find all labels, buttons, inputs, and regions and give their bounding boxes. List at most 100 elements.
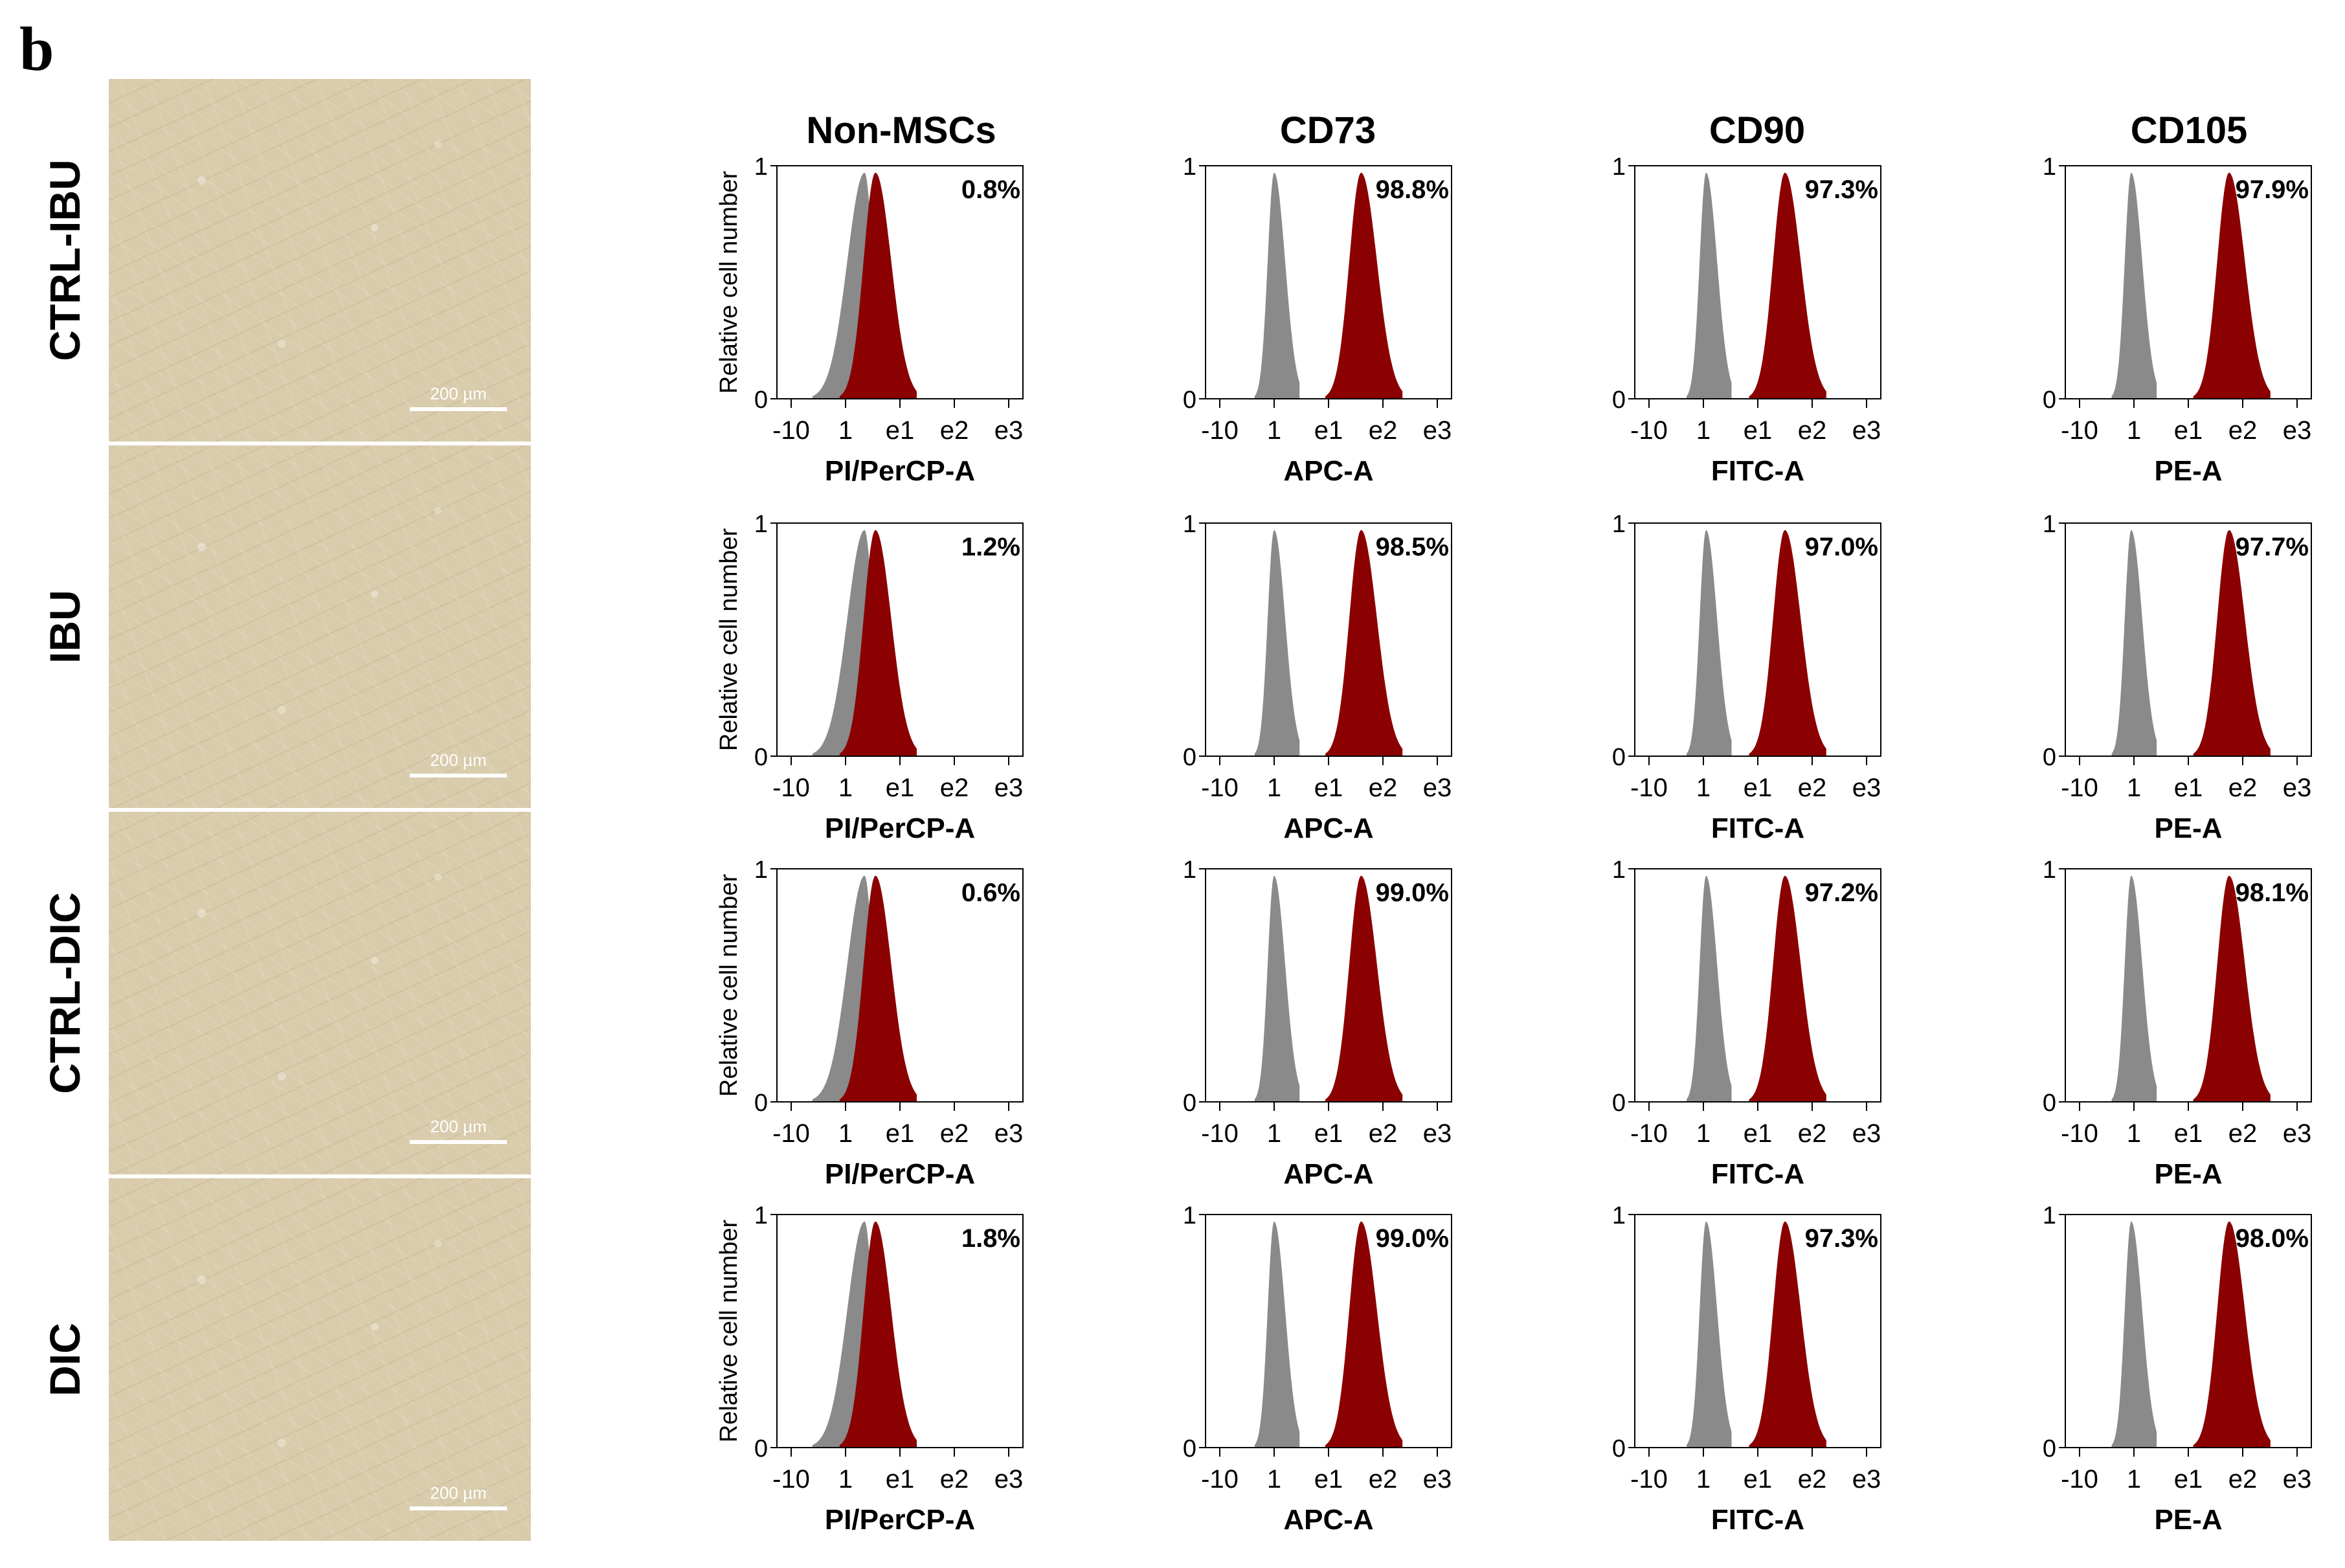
negative-histogram — [2111, 1221, 2157, 1448]
x-tick-label: e2 — [2228, 1119, 2258, 1148]
positive-histogram — [2193, 1221, 2271, 1448]
x-tick-label: e1 — [886, 416, 915, 445]
histogram-panel: 0 1 -10 1 e1 e2 e3 FITC-A 97.0% — [1612, 511, 1881, 844]
x-tick-label: e3 — [994, 1465, 1024, 1494]
percentage-label: 98.0% — [2236, 1224, 2309, 1253]
negative-histogram — [1687, 172, 1732, 399]
positive-histogram — [839, 875, 917, 1102]
y-axis-label: Relative cell number — [715, 874, 743, 1097]
x-tick-label: e2 — [2228, 1465, 2258, 1494]
x-tick-label: -10 — [1630, 1119, 1668, 1148]
x-tick-label: 1 — [1267, 1119, 1281, 1148]
percentage-label: 99.0% — [1376, 879, 1449, 907]
positive-histogram — [839, 172, 917, 399]
x-tick-label: 1 — [1696, 416, 1711, 445]
y-tick-label: 1 — [754, 1202, 768, 1229]
negative-histogram — [2111, 530, 2157, 756]
x-tick-label: -10 — [772, 416, 810, 445]
x-axis-label: APC-A — [1283, 812, 1373, 844]
histogram-panel: 0 1 -10 1 e1 e2 e3 FITC-A 97.3% — [1612, 153, 1881, 487]
y-tick-label: 0 — [754, 744, 768, 771]
x-tick-label: e1 — [1314, 774, 1343, 802]
positive-histogram — [1325, 1221, 1403, 1448]
x-tick-label: e1 — [2174, 1119, 2203, 1148]
positive-histogram — [1325, 172, 1403, 399]
percentage-label: 97.2% — [1805, 879, 1878, 907]
micrograph-dic: 200 µm — [109, 1178, 531, 1541]
x-tick-label: e2 — [1369, 774, 1398, 802]
x-tick-label: e3 — [2283, 774, 2312, 802]
negative-histogram — [1254, 875, 1300, 1102]
x-tick-label: 1 — [1696, 774, 1711, 802]
x-tick-label: e3 — [1423, 416, 1452, 445]
y-tick-label: 0 — [1183, 1435, 1196, 1462]
x-tick-label: e3 — [994, 416, 1024, 445]
x-tick-label: e2 — [940, 774, 969, 802]
x-tick-label: e3 — [1423, 774, 1452, 802]
x-tick-label: e3 — [994, 774, 1024, 802]
positive-histogram — [1325, 875, 1403, 1102]
x-tick-label: e1 — [1744, 774, 1773, 802]
x-tick-label: 1 — [2127, 774, 2141, 802]
positive-histogram — [2193, 875, 2271, 1102]
percentage-label: 0.8% — [961, 175, 1020, 204]
x-tick-label: e1 — [2174, 774, 2203, 802]
negative-histogram — [1254, 530, 1300, 756]
negative-histogram — [1687, 530, 1732, 756]
x-tick-label: e3 — [2283, 1465, 2312, 1494]
x-axis-label: PE-A — [2154, 1158, 2222, 1190]
positive-histogram — [2193, 530, 2271, 756]
y-tick-label: 1 — [754, 857, 768, 884]
percentage-label: 1.2% — [961, 533, 1020, 561]
x-tick-label: -10 — [2061, 1465, 2098, 1494]
x-tick-label: 1 — [1696, 1119, 1711, 1148]
x-tick-label: e2 — [2228, 774, 2258, 802]
x-tick-label: 1 — [1267, 416, 1281, 445]
y-axis-label: Relative cell number — [715, 528, 743, 752]
positive-histogram — [1749, 1221, 1826, 1448]
percentage-label: 97.7% — [2236, 533, 2309, 561]
percentage-label: 97.3% — [1805, 175, 1878, 204]
x-axis-label: APC-A — [1283, 1504, 1373, 1536]
y-tick-label: 0 — [1183, 744, 1196, 771]
scale-bar — [410, 774, 507, 778]
scale-bar — [410, 407, 507, 411]
x-tick-label: -10 — [1201, 1119, 1239, 1148]
y-tick-label: 0 — [2043, 386, 2056, 414]
x-axis-label: FITC-A — [1711, 812, 1804, 844]
y-tick-label: 1 — [1612, 857, 1626, 884]
y-tick-label: 1 — [754, 511, 768, 538]
x-axis-label: PI/PerCP-A — [825, 1158, 975, 1190]
x-axis-label: FITC-A — [1711, 455, 1804, 487]
x-tick-label: e3 — [2283, 416, 2312, 445]
x-axis-label: FITC-A — [1711, 1158, 1804, 1190]
negative-histogram — [1254, 172, 1300, 399]
scale-bar-label: 200 µm — [430, 384, 487, 403]
y-tick-label: 1 — [1183, 1202, 1196, 1229]
x-tick-label: e3 — [1852, 416, 1881, 445]
y-tick-label: 0 — [754, 386, 768, 414]
x-tick-label: -10 — [772, 774, 810, 802]
y-tick-label: 1 — [1183, 857, 1196, 884]
percentage-label: 98.1% — [2236, 879, 2309, 907]
x-tick-label: -10 — [772, 1465, 810, 1494]
x-tick-label: -10 — [1630, 1465, 1668, 1494]
x-axis-label: PE-A — [2154, 455, 2222, 487]
x-tick-label: e2 — [940, 1465, 969, 1494]
x-tick-label: e3 — [1852, 1465, 1881, 1494]
histogram-panel: 0 1 Relative cell number -10 1 e1 e2 e3 PI/PerCP… — [715, 857, 1024, 1190]
positive-histogram — [839, 1221, 917, 1448]
x-tick-label: e2 — [1798, 1119, 1827, 1148]
x-tick-label: e1 — [1314, 1119, 1343, 1148]
x-tick-label: e1 — [886, 1465, 915, 1494]
x-tick-label: e2 — [1369, 1119, 1398, 1148]
negative-histogram — [2111, 172, 2157, 399]
y-axis-label: Relative cell number — [715, 1220, 743, 1443]
negative-histogram — [1687, 1221, 1732, 1448]
scale-bar-label: 200 µm — [430, 1117, 487, 1136]
y-tick-label: 0 — [1612, 744, 1626, 771]
x-tick-label: e1 — [2174, 1465, 2203, 1494]
histogram-panel: 0 1 -10 1 e1 e2 e3 PE-A 97.9% — [2043, 153, 2312, 487]
x-tick-label: -10 — [1201, 1465, 1239, 1494]
scale-bar — [410, 1506, 507, 1510]
